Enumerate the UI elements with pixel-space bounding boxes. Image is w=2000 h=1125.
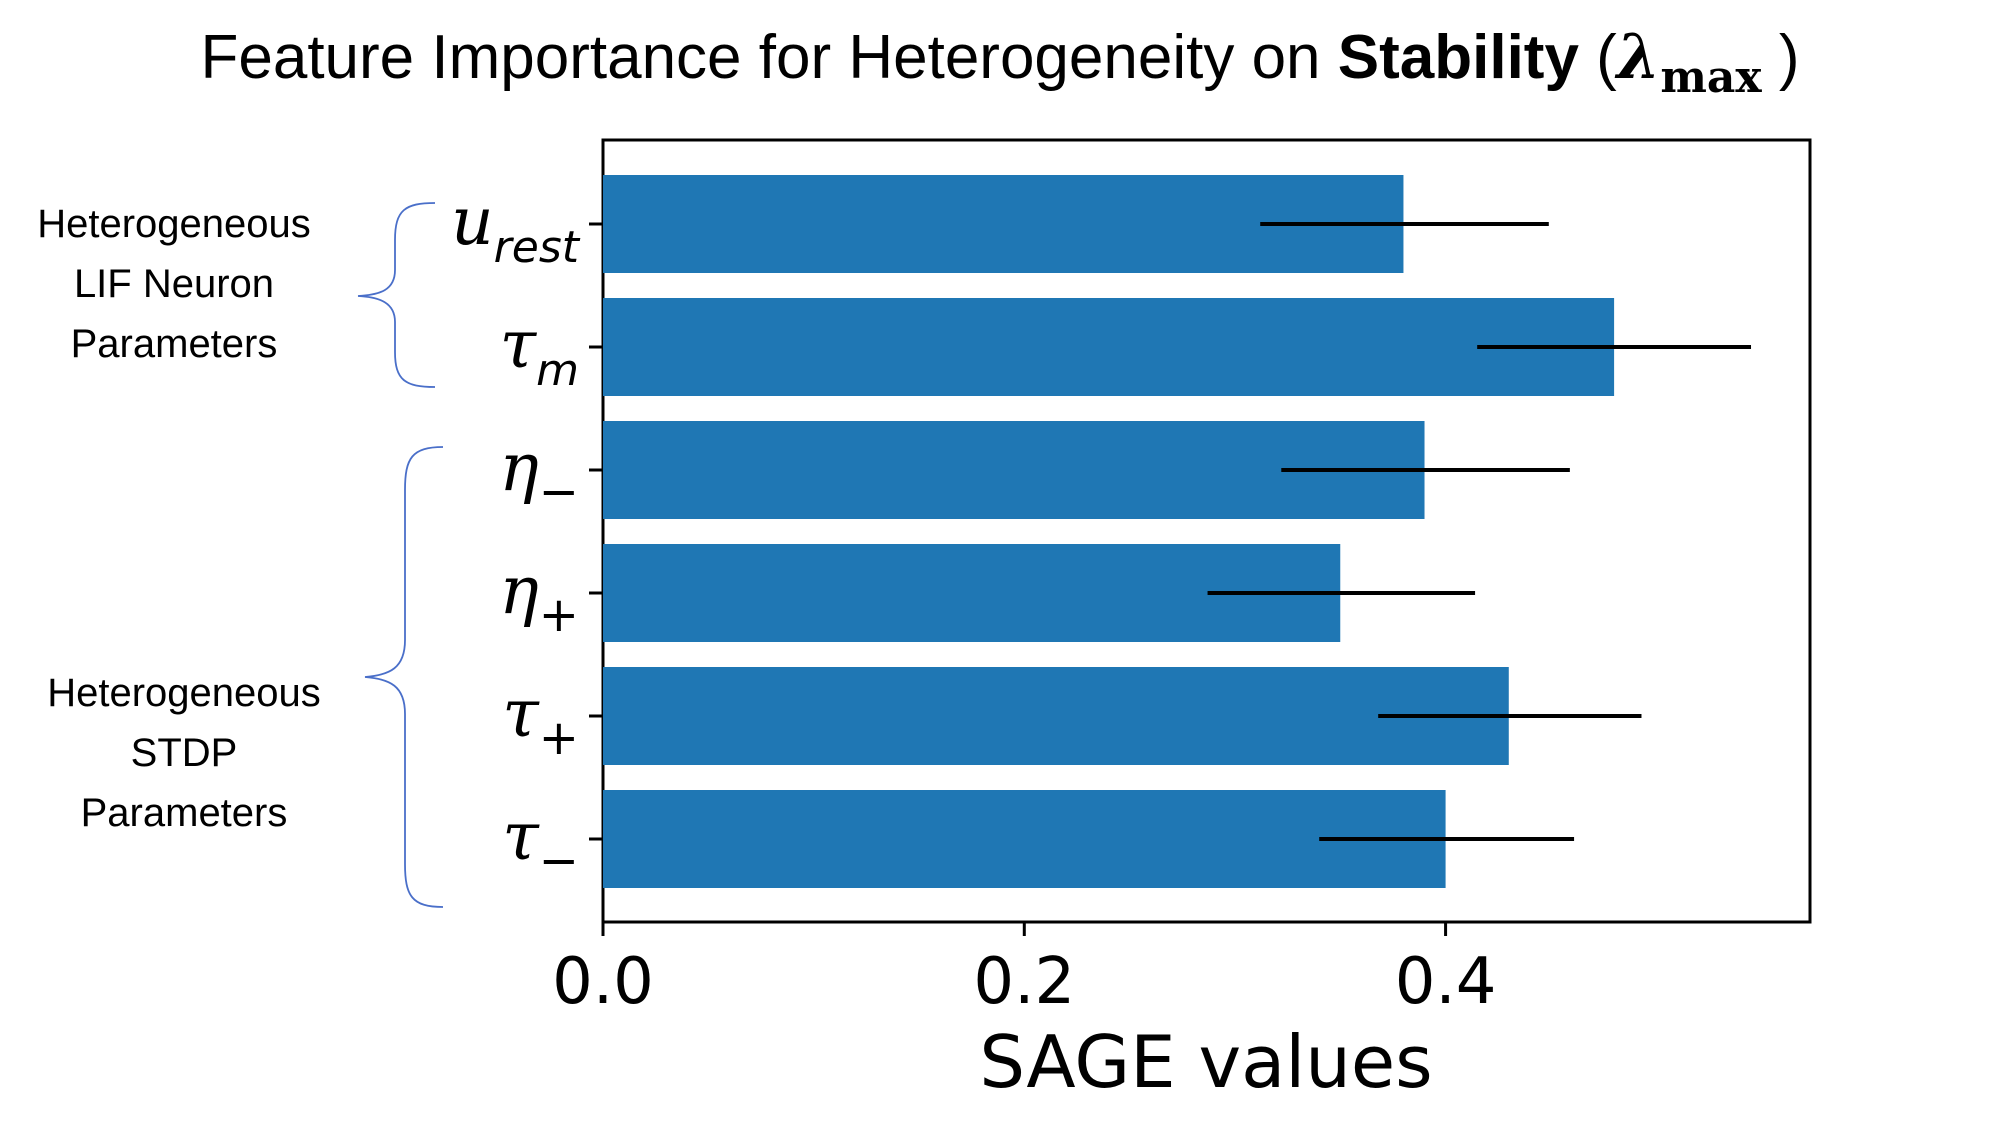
y-tick-labels: urest τm η− η+ τ+ τ− (451, 183, 581, 889)
title-prefix: Feature Importance for Heterogeneity on (200, 23, 1337, 92)
bar-4 (603, 667, 1509, 765)
group-label-lif-line2: LIF Neuron (74, 262, 274, 306)
title-bold: Stability (1338, 23, 1580, 92)
group-brace-lif (357, 202, 436, 388)
group-label-lif: Heterogeneous LIF Neuron Parameters (37, 202, 311, 366)
y-tick-label-3: η+ (499, 552, 579, 643)
group-label-stdp-line3: Parameters (81, 791, 288, 835)
bars-layer (603, 175, 1615, 888)
bar-5 (603, 790, 1446, 888)
errorbars-layer (1207, 222, 1752, 841)
x-tick-label-2: 0.4 (1395, 945, 1497, 1019)
group-label-stdp: Heterogeneous STDP Parameters (47, 671, 321, 835)
y-ticks (589, 222, 603, 841)
x-tick-label-1: 0.2 (973, 945, 1075, 1019)
y-tick-label-5: τ− (502, 798, 579, 889)
bar-1 (603, 298, 1615, 396)
group-label-lif-line3: Parameters (71, 322, 278, 366)
title-subscript: max (1660, 52, 1762, 103)
plot-frame (601, 138, 1812, 924)
x-axis-label: SAGE values (979, 1020, 1432, 1104)
group-label-stdp-line2: STDP (131, 731, 238, 775)
group-brace-stdp (364, 446, 444, 908)
x-tick-label-0: 0.0 (552, 945, 654, 1019)
y-tick-label-2: η− (499, 429, 579, 520)
y-tick-label-0: urest (451, 183, 581, 273)
y-tick-label-4: τ+ (502, 675, 579, 766)
group-label-stdp-line1: Heterogeneous (47, 671, 321, 715)
group-label-lif-line1: Heterogeneous (37, 202, 311, 246)
chart-title: Feature Importance for Heterogeneity on … (200, 20, 1799, 103)
title-symbol: λ (1614, 20, 1660, 93)
y-tick-label-1: τm (500, 306, 579, 396)
x-ticks: 0.0 0.2 0.4 (552, 922, 1496, 1019)
